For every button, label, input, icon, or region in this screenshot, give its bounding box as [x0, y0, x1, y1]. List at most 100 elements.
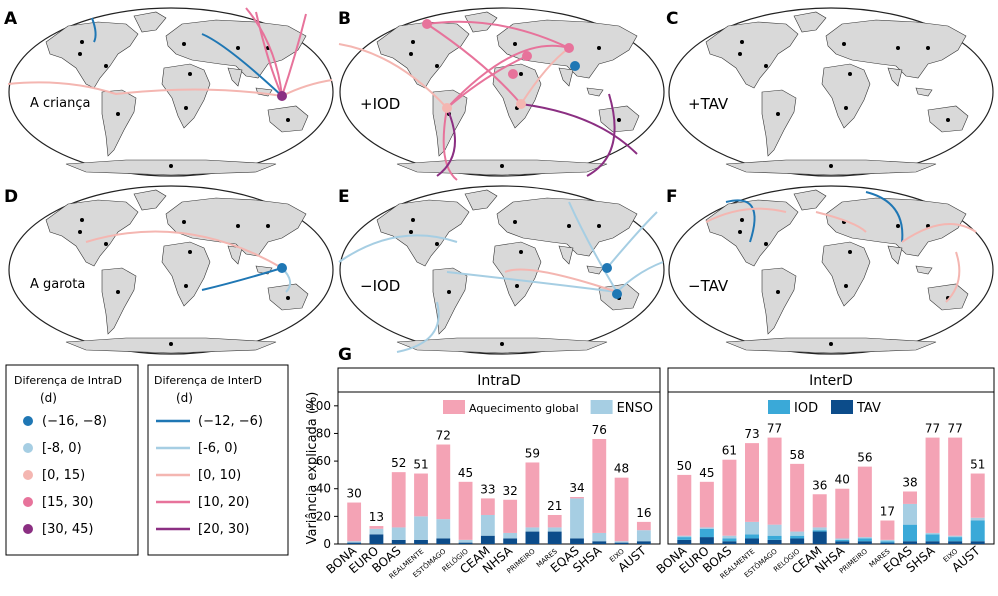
bar-segment-tav [790, 538, 805, 544]
bar-total-label: 50 [677, 459, 692, 473]
bar-total-label: 45 [458, 466, 473, 480]
map-label-e: −IOD [360, 277, 400, 295]
bar-segment-iod [903, 524, 917, 542]
bar-segment-iod [812, 530, 827, 532]
bar-total-label: 77 [948, 422, 963, 436]
y-tick-label: 20 [316, 509, 331, 523]
bar-segment-enso [369, 528, 384, 535]
bar-segment-enso [677, 535, 692, 538]
bar-total-label: 17 [880, 505, 895, 519]
bar-total-label: 16 [636, 506, 651, 520]
bar-segment-enso [722, 535, 737, 539]
bar-total-label: 40 [835, 473, 850, 487]
bar-total-label: 56 [857, 451, 872, 465]
panel-letter-d: D [4, 187, 18, 207]
facet-title: IntraD [477, 373, 521, 389]
bar-total-label: 13 [369, 510, 384, 524]
bar-segment-iod [722, 538, 737, 542]
bar-segment-iod [835, 539, 850, 542]
bar-segment-enso [436, 519, 451, 539]
bar-total-label: 61 [722, 444, 737, 458]
legend-swatch [590, 400, 613, 414]
bar-segment-aquecimento-global [636, 521, 651, 531]
bar-segment-aquecimento-global [767, 437, 782, 525]
panel-letter-e: E [338, 187, 350, 207]
legend-intrad-label: (−16, −8) [42, 414, 107, 429]
bar-segment-aquecimento-global [812, 494, 827, 528]
bar-segment-tav [414, 539, 428, 544]
bar-segment-tav [458, 542, 473, 544]
map-label-f: −TAV [688, 277, 729, 295]
facet-header [667, 367, 995, 393]
bar-total-label: 72 [436, 429, 451, 443]
bar-segment-aquecimento-global [699, 481, 714, 528]
y-tick-label: 40 [316, 482, 331, 496]
bar-segment-enso [614, 541, 629, 543]
bar-segment-tav [767, 539, 782, 544]
bar-total-label: 51 [413, 458, 428, 472]
bar-segment-tav [391, 539, 406, 544]
bar-segment-aquecimento-global [790, 463, 805, 532]
bar-segment-enso [835, 538, 850, 540]
bar-segment-aquecimento-global [677, 474, 692, 536]
legend-interd-title: Diferença de InterD [154, 374, 262, 387]
bar-segment-aquecimento-global [570, 497, 584, 499]
bar-segment-tav [835, 541, 850, 544]
bar-total-label: 21 [547, 499, 562, 513]
panel-letter-a: A [4, 9, 18, 29]
bar-segment-aquecimento-global [970, 473, 985, 518]
legend-swatch [443, 400, 465, 414]
bar-segment-aquecimento-global [880, 520, 895, 540]
bar-segment-enso [699, 527, 714, 529]
bar-segment-tav [699, 537, 714, 544]
bar-segment-aquecimento-global [458, 481, 473, 540]
bar-segment-enso [414, 516, 428, 540]
bar-segment-tav [948, 541, 963, 544]
facet-header [337, 367, 661, 393]
bar-segment-enso [948, 535, 963, 538]
bar-segment-enso [458, 539, 473, 543]
legend-intrad-marker [23, 524, 33, 534]
bar-total-label: 45 [699, 466, 714, 480]
bar-segment-enso [480, 514, 495, 536]
panel-letter-b: B [338, 9, 351, 29]
bar-segment-aquecimento-global [391, 472, 406, 528]
bar-segment-aquecimento-global [835, 488, 850, 539]
bar-segment-enso [880, 539, 895, 542]
bar-segment-enso [570, 498, 584, 539]
bar-segment-aquecimento-global [503, 499, 518, 533]
bar-segment-tav [970, 541, 985, 544]
map-panel-d [8, 185, 334, 355]
map-panel-a [7, 7, 334, 177]
bar-total-label: 52 [391, 456, 406, 470]
bar-total-label: 58 [790, 448, 805, 462]
facet-title: InterD [809, 373, 853, 389]
bar-segment-enso [503, 532, 518, 539]
legend-intrad-marker [23, 497, 33, 507]
bar-total-label: 51 [970, 458, 985, 472]
legend-intrad-label: [0, 15) [42, 468, 85, 483]
bar-segment-tav [925, 541, 940, 544]
legend-interd-label: [-6, 0) [198, 441, 238, 456]
bar-segment-tav [636, 541, 651, 544]
bar-segment-tav [369, 534, 384, 544]
chart-legend-label: IOD [794, 401, 818, 416]
bar-segment-tav [857, 541, 872, 544]
legend-intrad-label: [15, 30) [42, 495, 94, 510]
bar-total-label: 48 [614, 462, 629, 476]
legend-intrad-title: Diferença de IntraD [14, 374, 122, 387]
bar-segment-enso [857, 537, 872, 539]
plot-frame [667, 391, 995, 545]
bar-segment-aquecimento-global [925, 437, 940, 533]
legend-interd-label: [0, 10) [198, 468, 241, 483]
bar-segment-enso [347, 541, 362, 543]
bar-total-label: 38 [902, 475, 917, 489]
panel-letter-c: C [666, 9, 678, 29]
bar-segment-enso [903, 503, 917, 525]
bar-segment-iod [790, 535, 805, 539]
bar-segment-iod [948, 537, 963, 542]
bar-segment-iod [880, 541, 895, 543]
bar-total-label: 32 [503, 484, 518, 498]
bar-segment-iod [699, 528, 714, 538]
